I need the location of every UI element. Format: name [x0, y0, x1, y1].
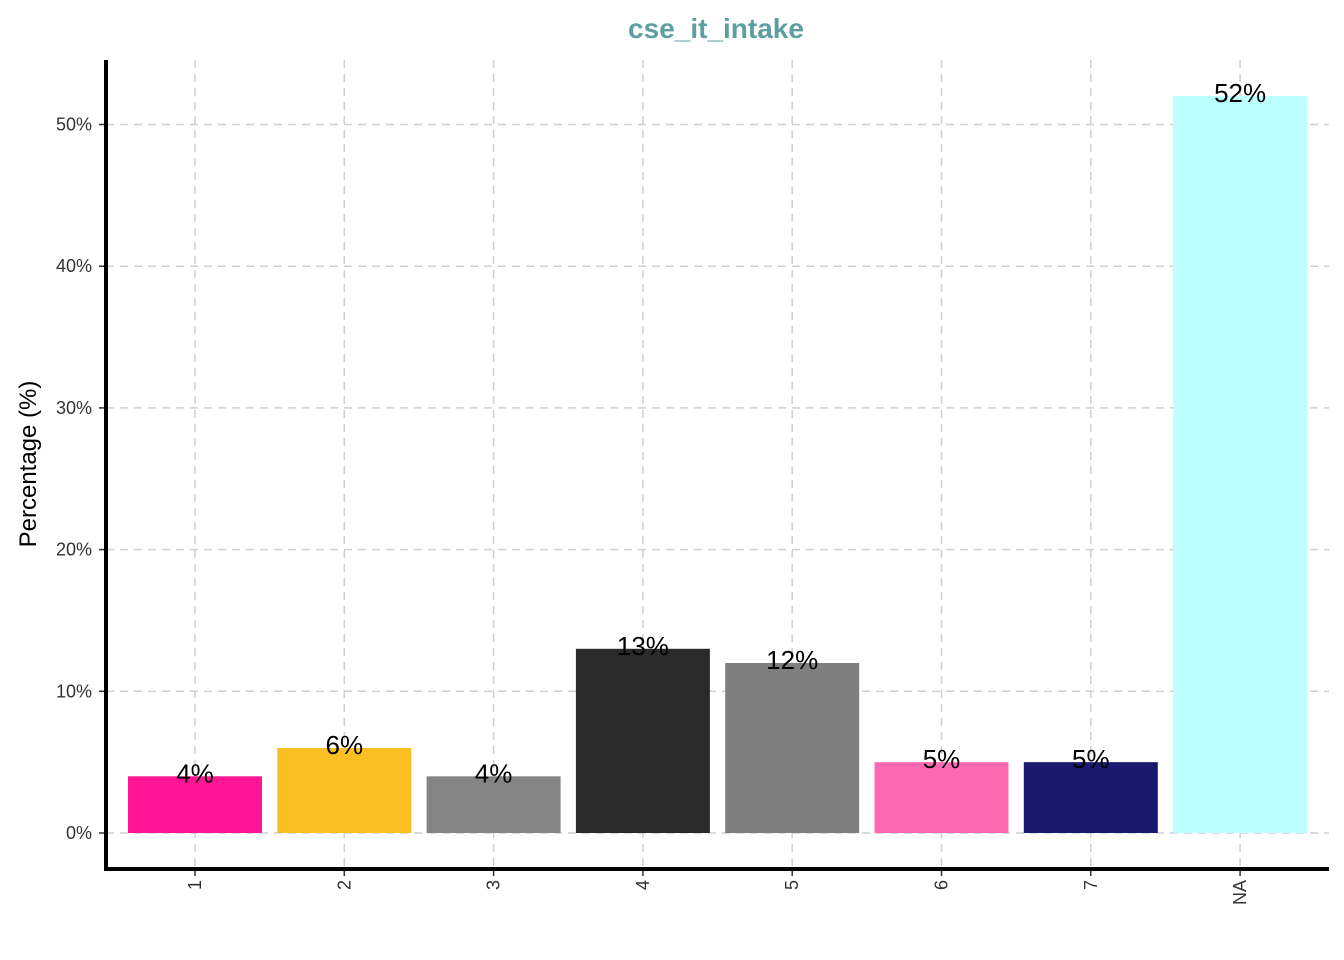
x-tick-label-NA: NA [1230, 880, 1250, 905]
y-tick-label-3: 30% [56, 398, 92, 418]
data-label-6: 5% [923, 744, 961, 774]
data-label-3: 4% [475, 758, 513, 788]
x-tick-label-6: 6 [932, 880, 952, 890]
y-axis-label: Percentage (%) [15, 381, 42, 548]
bar-2 [277, 747, 412, 833]
y-tick-label-5: 50% [56, 115, 92, 135]
bar-4 [575, 648, 710, 833]
y-tick-label-0: 0% [66, 823, 92, 843]
data-label-5: 12% [766, 645, 818, 675]
x-tick-label-4: 4 [633, 880, 653, 890]
data-label-1: 4% [176, 758, 214, 788]
bar-NA [1173, 96, 1308, 833]
bar-3 [426, 776, 561, 833]
bar-6 [874, 762, 1009, 833]
data-label-2: 6% [326, 730, 364, 760]
grid-lines [106, 60, 1329, 869]
x-tick-label-1: 1 [185, 880, 205, 890]
data-label-NA: 52% [1214, 78, 1266, 108]
data-labels: 4% 6% 4% 13% 12% 5% 5% 52% [176, 78, 1266, 788]
bar-1 [128, 776, 262, 833]
x-tick-label-5: 5 [782, 880, 802, 890]
x-tick-label-2: 2 [334, 880, 354, 890]
x-tick-label-7: 7 [1081, 880, 1101, 890]
data-label-4: 13% [617, 631, 669, 661]
x-axis-ticks: 1 2 3 4 5 6 7 NA [185, 869, 1250, 905]
bar-7 [1023, 762, 1158, 833]
y-axis-ticks: 0% 10% 20% 30% 40% 50% [56, 115, 106, 843]
y-tick-label-1: 10% [56, 681, 92, 701]
y-tick-label-4: 40% [56, 256, 92, 276]
bars [128, 96, 1308, 833]
chart-title: cse_it_intake [628, 13, 804, 44]
data-label-7: 5% [1072, 744, 1110, 774]
x-tick-label-3: 3 [484, 880, 504, 890]
bar-5 [725, 662, 860, 833]
y-tick-label-2: 20% [56, 540, 92, 560]
